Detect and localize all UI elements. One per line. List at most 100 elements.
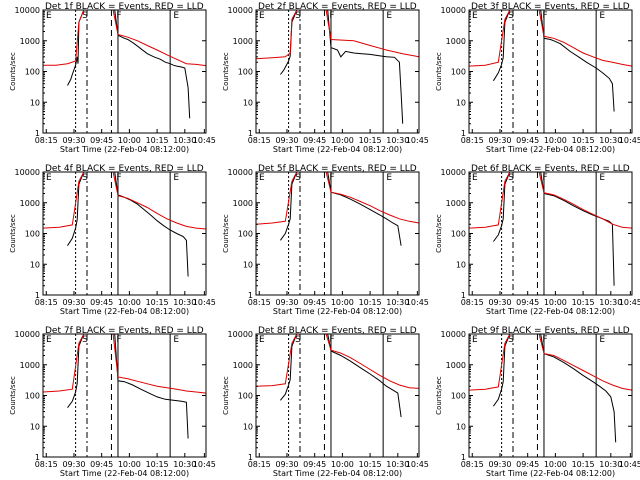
x-tick-label: 08:15 <box>35 136 58 145</box>
panel-title: Det 9f BLACK = Events, RED = LLD <box>471 326 630 336</box>
series-line <box>492 333 617 443</box>
y-tick-label: 10 <box>243 98 253 107</box>
y-tick-label: 1000 <box>446 361 466 370</box>
y-tick-label: 1000 <box>446 37 466 46</box>
x-tick-label: 10:45 <box>193 136 216 145</box>
y-tick-label: 1 <box>248 453 253 462</box>
y-tick-label: 10000 <box>15 6 40 15</box>
event-marker-label: F <box>329 335 334 345</box>
x-tick-label: 10:15 <box>359 460 382 469</box>
x-axis-label: Start Time (22-Feb-04 08:12:00) <box>273 145 402 154</box>
event-marker-label: E <box>46 11 52 21</box>
x-tick-label: 08:15 <box>248 298 271 307</box>
series-line <box>43 9 207 67</box>
x-tick-label: 09:45 <box>303 460 326 469</box>
x-tick-label: 10:00 <box>544 136 567 145</box>
y-tick-label: 1 <box>461 453 466 462</box>
x-tick-label: 10:45 <box>619 298 640 307</box>
y-tick-label: 1 <box>35 453 40 462</box>
x-tick-label: 09:45 <box>90 298 113 307</box>
y-tick-label: 1000 <box>233 37 253 46</box>
x-tick-label: 09:30 <box>275 460 298 469</box>
event-marker-label: S <box>295 335 301 345</box>
x-tick-label: 09:45 <box>516 136 539 145</box>
y-tick-label: 10 <box>243 260 253 269</box>
panel-title: Det 3f BLACK = Events, RED = LLD <box>471 2 630 12</box>
event-marker-label: S <box>508 335 514 345</box>
x-tick-label: 09:30 <box>488 136 511 145</box>
y-axis-label: Counts/sec <box>435 376 443 415</box>
y-tick-label: 100 <box>238 68 253 77</box>
x-axis-label: Start Time (22-Feb-04 08:12:00) <box>273 307 402 316</box>
series-line <box>255 171 420 225</box>
x-axis-label: Start Time (22-Feb-04 08:12:00) <box>486 469 615 478</box>
y-tick-label: 1000 <box>233 199 253 208</box>
y-tick-label: 1000 <box>20 199 40 208</box>
x-axis-label: Start Time (22-Feb-04 08:12:00) <box>60 307 189 316</box>
series-line <box>255 333 420 389</box>
event-marker-label: S <box>82 173 88 183</box>
x-tick-label: 08:15 <box>248 136 271 145</box>
event-marker-label: E <box>173 11 179 21</box>
y-axis-label: Counts/sec <box>9 376 17 415</box>
x-tick-label: 09:30 <box>275 298 298 307</box>
y-axis-label: Counts/sec <box>435 214 443 253</box>
y-tick-label: 100 <box>451 68 466 77</box>
plot-frame <box>468 9 633 134</box>
plot-frame <box>468 171 633 296</box>
x-tick-label: 10:30 <box>173 298 196 307</box>
y-tick-label: 10000 <box>441 6 466 15</box>
series-line <box>492 9 615 112</box>
event-marker-label: E <box>472 11 478 21</box>
plot-frame <box>468 333 633 458</box>
x-tick-label: 10:30 <box>173 136 196 145</box>
plot-frame <box>42 9 207 134</box>
x-tick-label: 10:00 <box>544 460 567 469</box>
y-tick-label: 1 <box>35 129 40 138</box>
x-axis-label: Start Time (22-Feb-04 08:12:00) <box>60 469 189 478</box>
y-tick-label: 10 <box>243 422 253 431</box>
x-tick-label: 10:30 <box>599 460 622 469</box>
panel-title: Det 4f BLACK = Events, RED = LLD <box>45 164 204 174</box>
x-tick-label: 10:00 <box>331 298 354 307</box>
y-tick-label: 1 <box>461 129 466 138</box>
x-tick-label: 08:15 <box>461 136 484 145</box>
x-tick-label: 09:30 <box>488 298 511 307</box>
x-tick-label: 10:15 <box>572 460 595 469</box>
event-marker-label: F <box>542 173 547 183</box>
series-line <box>67 333 189 439</box>
x-tick-label: 10:00 <box>544 298 567 307</box>
series-line <box>255 9 420 60</box>
y-axis-label: Counts/sec <box>9 214 17 253</box>
x-tick-label: 10:30 <box>386 298 409 307</box>
y-tick-label: 1000 <box>446 199 466 208</box>
y-tick-label: 100 <box>25 230 40 239</box>
event-marker-label: E <box>46 335 52 345</box>
x-tick-label: 10:15 <box>146 460 169 469</box>
event-marker-label: F <box>116 11 121 21</box>
event-marker-label: E <box>386 335 392 345</box>
plot-frame <box>42 333 207 458</box>
x-tick-label: 10:15 <box>146 298 169 307</box>
x-tick-label: 09:45 <box>516 298 539 307</box>
y-axis-label: Counts/sec <box>9 52 17 91</box>
event-marker-label: E <box>472 335 478 345</box>
y-tick-label: 10 <box>456 98 466 107</box>
x-axis-label: Start Time (22-Feb-04 08:12:00) <box>273 469 402 478</box>
event-marker-label: E <box>173 173 179 183</box>
plot-frame <box>42 171 207 296</box>
plot-frame <box>255 171 420 296</box>
x-tick-label: 09:30 <box>62 136 85 145</box>
panel-title: Det 6f BLACK = Events, RED = LLD <box>471 164 630 174</box>
x-tick-label: 10:00 <box>118 460 141 469</box>
y-tick-label: 1000 <box>20 361 40 370</box>
x-tick-label: 09:45 <box>303 298 326 307</box>
x-tick-label: 09:45 <box>516 460 539 469</box>
